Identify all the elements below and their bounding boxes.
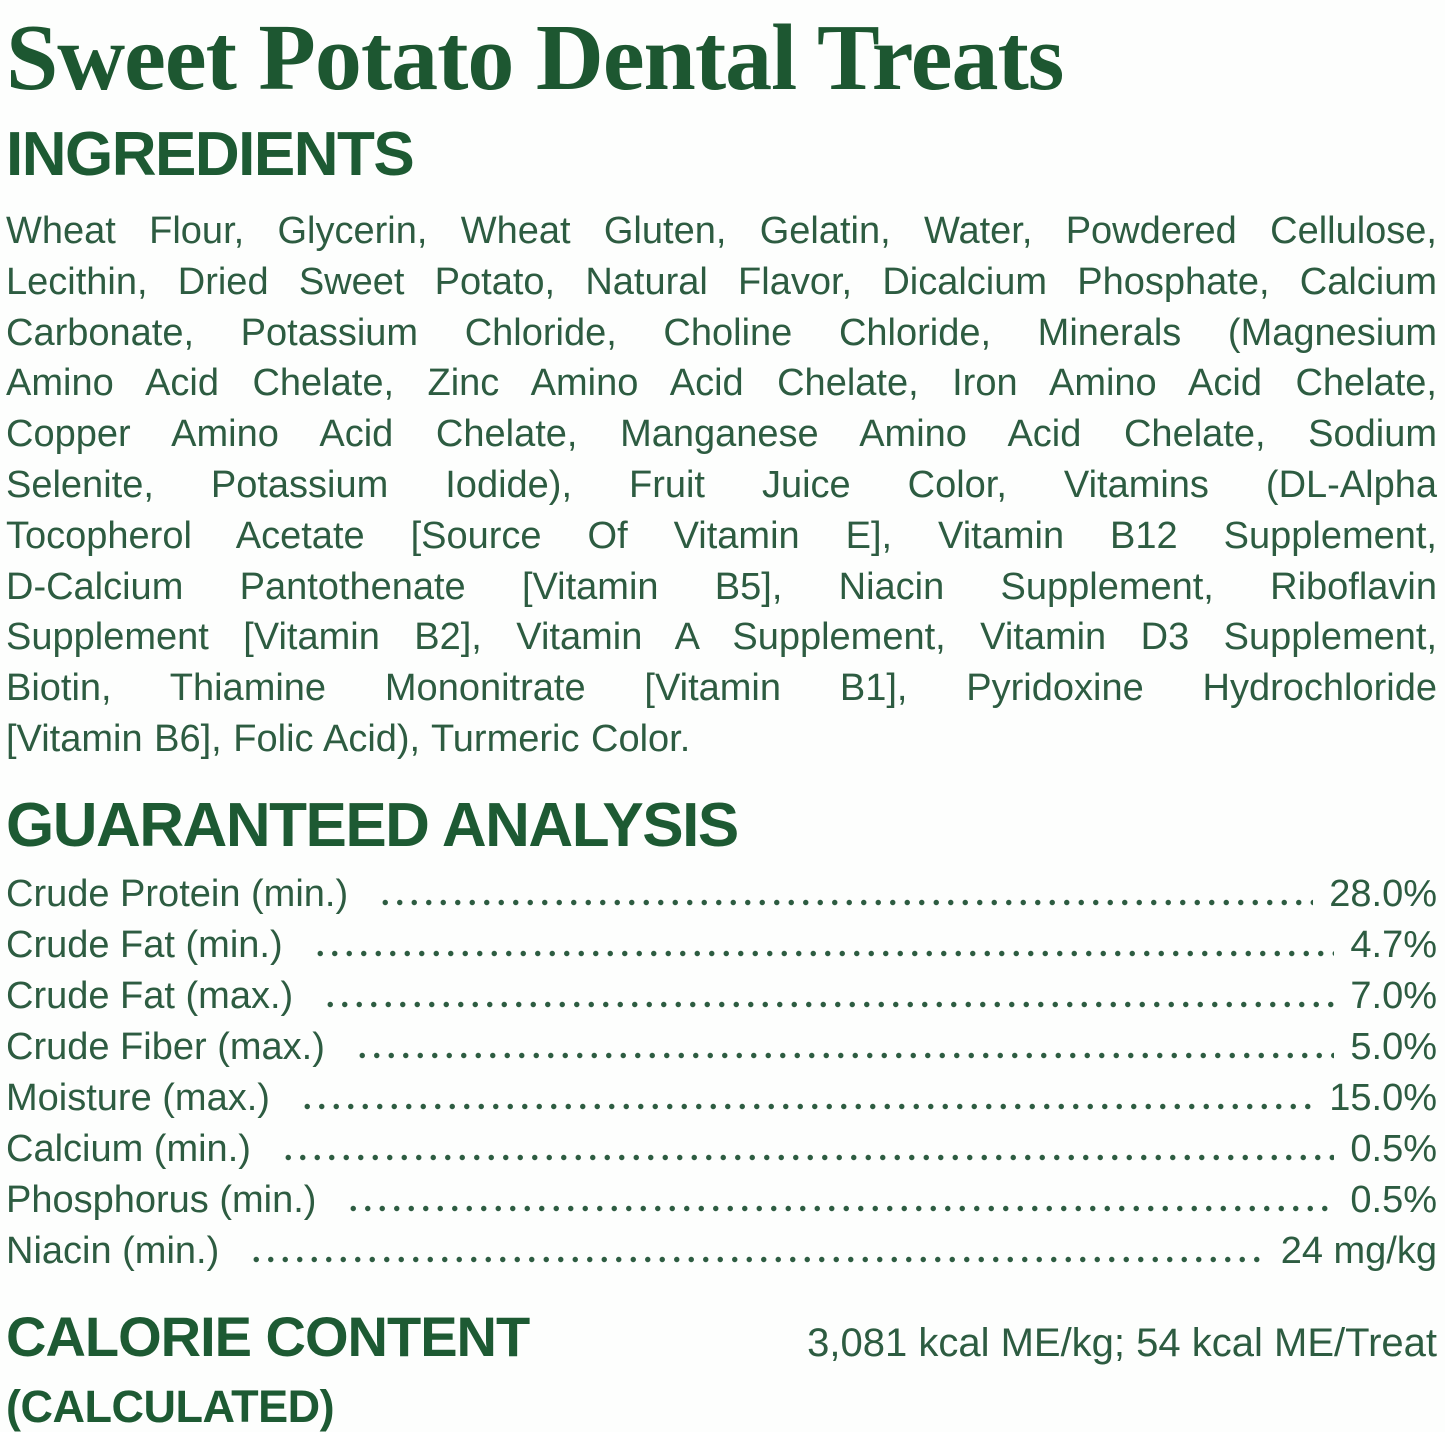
table-row: Crude Protein (min.) 28.0% <box>6 873 1437 924</box>
ingredients-line: [Vitamin B6], Folic Acid), Turmeric Colo… <box>6 717 691 760</box>
dot-leader <box>299 1102 1314 1110</box>
dot-leader <box>354 1051 1335 1059</box>
dot-leader <box>378 898 1314 906</box>
analysis-row-label: Calcium (min.) <box>6 1127 251 1170</box>
calorie-content-section: CALORIE CONTENT (CALCULATED) 3,081 kcal … <box>6 1304 1437 1432</box>
ingredients-heading: INGREDIENTS <box>6 120 415 189</box>
product-title: Sweet Potato Dental Treats <box>6 6 1064 110</box>
analysis-row-value: 0.5% <box>1350 1178 1437 1221</box>
table-row: Crude Fiber (max.) 5.0% <box>6 1026 1437 1077</box>
analysis-row-label: Crude Protein (min.) <box>6 872 349 915</box>
analysis-row-value: 7.0% <box>1350 974 1437 1017</box>
analysis-row-label: Crude Fat (max.) <box>6 974 294 1017</box>
ingredients-line: Biotin, Thiamine Mononitrate [Vitamin B1… <box>6 667 1437 710</box>
analysis-row-label: Moisture (max.) <box>6 1076 270 1119</box>
table-row: Moisture (max.) 15.0% <box>6 1077 1437 1128</box>
table-row: Phosphorus (min.) 0.5% <box>6 1179 1437 1230</box>
analysis-row-label: Niacin (min.) <box>6 1229 220 1272</box>
calorie-content-heading-line2: (CALCULATED) <box>6 1380 335 1432</box>
dot-leader <box>346 1204 1335 1212</box>
calorie-content-heading: CALORIE CONTENT (CALCULATED) <box>6 1304 530 1432</box>
analysis-row-label: Crude Fiber (max.) <box>6 1025 325 1068</box>
analysis-row-value: 0.5% <box>1350 1127 1437 1170</box>
table-row: Crude Fat (min.) 4.7% <box>6 924 1437 975</box>
ingredients-line: Tocopherol Acetate [Source Of Vitamin E]… <box>6 514 1437 557</box>
guaranteed-analysis-heading: GUARANTEED ANALYSIS <box>6 790 739 860</box>
ingredients-line: Carbonate, Potassium Chloride, Choline C… <box>6 311 1437 354</box>
ingredients-line: Supplement [Vitamin B2], Vitamin A Suppl… <box>6 616 1437 659</box>
analysis-row-label: Phosphorus (min.) <box>6 1178 317 1221</box>
analysis-row-value: 28.0% <box>1329 872 1437 915</box>
ingredients-line: Selenite, Potassium Iodide), Fruit Juice… <box>6 463 1437 506</box>
table-row: Crude Fat (max.) 7.0% <box>6 975 1437 1026</box>
analysis-row-value: 15.0% <box>1329 1076 1437 1119</box>
ingredients-line: Lecithin, Dried Sweet Potato, Natural Fl… <box>6 260 1437 303</box>
guaranteed-analysis-table: Crude Protein (min.) 28.0% Crude Fat (mi… <box>6 873 1437 1281</box>
dot-leader <box>280 1153 1335 1161</box>
ingredients-line: D-Calcium Pantothenate [Vitamin B5], Nia… <box>6 565 1437 608</box>
analysis-row-label: Crude Fat (min.) <box>6 923 283 966</box>
dot-leader <box>312 949 1335 957</box>
ingredients-line: Copper Amino Acid Chelate, Manganese Ami… <box>6 413 1437 456</box>
ingredients-paragraph: Wheat Flour, Glycerin, Wheat Gluten, Gel… <box>6 206 1437 765</box>
analysis-row-value: 24 mg/kg <box>1280 1229 1437 1272</box>
calorie-content-heading-line1: CALORIE CONTENT <box>6 1304 530 1368</box>
analysis-row-value: 5.0% <box>1350 1025 1437 1068</box>
calorie-content-value: 3,081 kcal ME/kg; 54 kcal ME/Treat <box>807 1320 1437 1365</box>
dot-leader <box>323 1000 1335 1008</box>
ingredients-line: Wheat Flour, Glycerin, Wheat Gluten, Gel… <box>6 210 1437 252</box>
table-row: Niacin (min.) 24 mg/kg <box>6 1230 1437 1281</box>
table-row: Calcium (min.) 0.5% <box>6 1128 1437 1179</box>
ingredients-line: Amino Acid Chelate, Zinc Amino Acid Chel… <box>6 362 1437 405</box>
dot-leader <box>249 1255 1265 1263</box>
analysis-row-value: 4.7% <box>1350 923 1437 966</box>
